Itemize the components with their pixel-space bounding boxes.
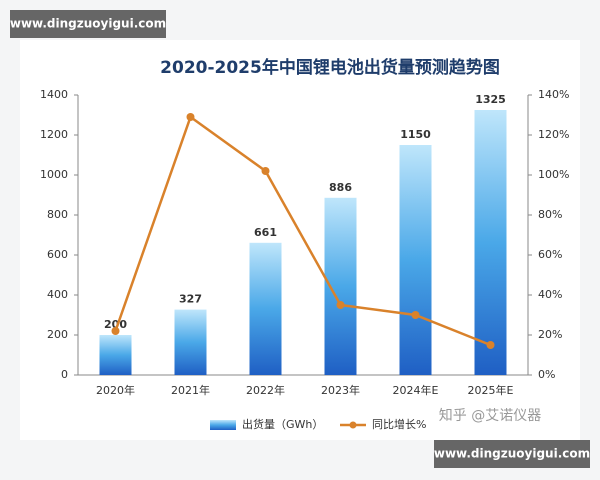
y2-tick-label: 60% xyxy=(538,248,562,261)
y-tick-label: 400 xyxy=(47,288,68,301)
y-tick-label: 0 xyxy=(61,368,68,381)
bar xyxy=(249,242,282,375)
legend-swatch xyxy=(349,421,357,429)
watermark: www.dingzuoyigui.com xyxy=(434,447,590,461)
line-marker xyxy=(186,113,195,121)
watermark-box xyxy=(10,10,166,38)
y2-tick-label: 140% xyxy=(538,88,569,101)
legend-label: 同比增长% xyxy=(372,417,426,431)
y-tick-label: 1200 xyxy=(40,128,68,141)
line-marker xyxy=(261,167,270,175)
watermark: 知乎 @艾诺仪器 xyxy=(439,407,541,424)
value-label: 661 xyxy=(254,226,277,239)
x-tick-label: 2023年 xyxy=(321,383,360,397)
line xyxy=(114,115,491,347)
y2-tick-label: 20% xyxy=(538,328,562,341)
legend-label: 出货量（GWh） xyxy=(242,417,323,431)
value-label: 886 xyxy=(329,181,352,194)
y2-tick-label: 40% xyxy=(538,288,562,301)
y2-tick-label: 120% xyxy=(538,128,569,141)
y-tick-label: 800 xyxy=(47,208,68,221)
line-marker xyxy=(111,327,120,335)
x-tick-label: 2025年E xyxy=(468,383,514,397)
y2-tick-label: 100% xyxy=(538,168,569,181)
line-marker xyxy=(336,301,345,309)
x-tick-label: 2020年 xyxy=(96,383,135,397)
y2-tick-label: 80% xyxy=(538,208,562,221)
x-tick-label: 2024年E xyxy=(393,383,439,397)
bar xyxy=(474,110,507,375)
watermark-box xyxy=(434,440,590,468)
value-label: 200 xyxy=(104,318,127,331)
bar xyxy=(174,309,207,375)
y2-tick-label: 0% xyxy=(538,368,555,381)
x-tick-label: 2022年 xyxy=(246,383,285,397)
watermark: www.dingzuoyigui.com xyxy=(10,17,166,31)
legend-swatch xyxy=(210,420,236,430)
chart-title: 2020-2025年中国锂电池出货量预测趋势图 xyxy=(160,57,500,78)
value-label: 327 xyxy=(179,293,202,306)
y-tick-label: 1000 xyxy=(40,168,68,181)
y-tick-label: 200 xyxy=(47,328,68,341)
bar xyxy=(99,335,132,375)
value-label: 1325 xyxy=(475,93,506,106)
line-marker xyxy=(486,341,495,349)
x-tick-label: 2021年 xyxy=(171,383,210,397)
y-tick-label: 1400 xyxy=(40,88,68,101)
bar xyxy=(399,145,432,375)
y-tick-label: 600 xyxy=(47,248,68,261)
line-marker xyxy=(411,311,420,319)
value-label: 1150 xyxy=(400,128,431,141)
